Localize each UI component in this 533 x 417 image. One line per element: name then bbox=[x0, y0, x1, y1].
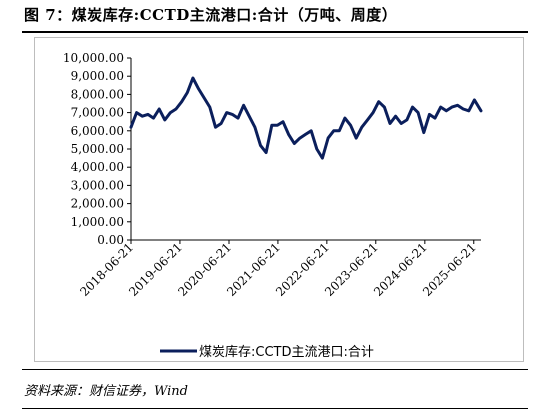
y-tick-label: 10,000.00 bbox=[63, 51, 124, 65]
chart-frame bbox=[34, 37, 524, 362]
x-axis: 2018-06-212019-06-212020-06-212021-06-21… bbox=[77, 239, 481, 299]
y-tick-label: 2,000.00 bbox=[71, 197, 124, 211]
source-note: 资料来源：财信证券，Wind bbox=[24, 384, 188, 399]
y-tick-label: 4,000.00 bbox=[71, 160, 124, 174]
legend: 煤炭库存:CCTD主流港口:合计 bbox=[160, 344, 374, 360]
title-rule bbox=[22, 31, 528, 33]
series-line bbox=[129, 76, 483, 160]
source-rule bbox=[22, 369, 528, 370]
y-tick-label: 9,000.00 bbox=[71, 69, 124, 83]
y-tick-label: 0.00 bbox=[97, 233, 124, 247]
y-axis: 0.00 1,000.00 2,000.00 3,000.00 4,000.00 5,00… bbox=[63, 51, 132, 247]
y-tick-label: 5,000.00 bbox=[71, 142, 124, 156]
figure-title: 图 7：煤炭库存:CCTD主流港口:合计（万吨、周度） bbox=[24, 6, 398, 24]
legend-label: 煤炭库存:CCTD主流港口:合计 bbox=[199, 344, 374, 360]
y-tick-label: 7,000.00 bbox=[71, 106, 124, 120]
bottom-rule bbox=[22, 408, 528, 409]
series-group bbox=[129, 76, 483, 160]
y-tick-label: 6,000.00 bbox=[71, 124, 124, 138]
y-tick-label: 8,000.00 bbox=[71, 87, 124, 101]
y-tick-label: 1,000.00 bbox=[71, 215, 124, 229]
y-tick-label: 3,000.00 bbox=[71, 178, 124, 192]
